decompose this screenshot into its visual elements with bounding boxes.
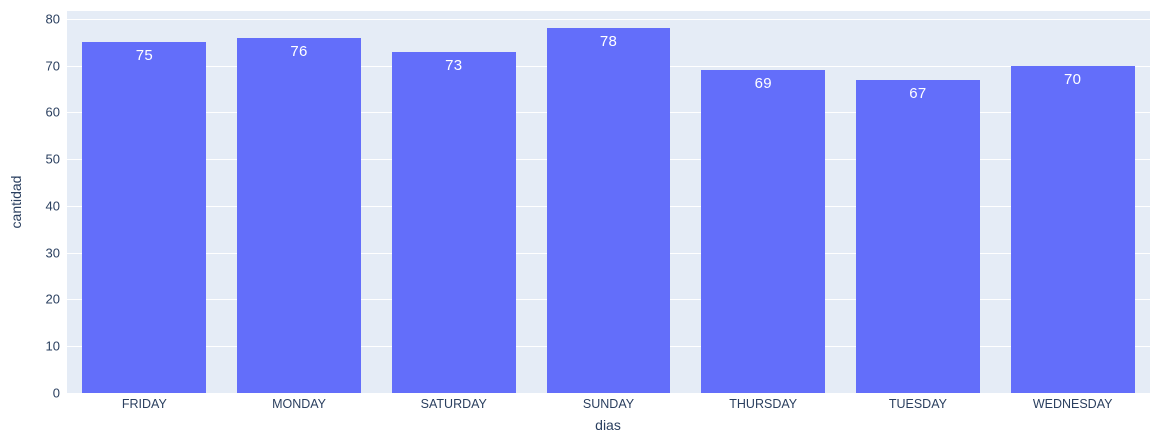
x-axis-title: dias [595,417,621,433]
bar-saturday: 73 [391,51,516,393]
y-tick-label: 70 [45,58,60,74]
bar-value-label: 70 [1063,70,1082,88]
bar-value-label: 75 [135,47,153,65]
bar-value-label: 69 [754,75,772,93]
bar-value-label: 78 [599,33,618,51]
x-tick-label: WEDNESDAY [1032,397,1113,411]
bar-value-label: 73 [445,56,463,74]
x-tick-label: SATURDAY [420,397,487,411]
y-tick-label: 0 [52,385,60,401]
bar-value-label: 67 [909,84,927,102]
bar-wednesday: 70 [1010,65,1135,393]
x-tick-label: FRIDAY [121,397,167,411]
bar-friday: 75 [82,42,207,393]
gridline [67,393,1150,394]
plot-area: 75 76 73 78 69 67 70 [67,11,1150,394]
bar-sunday: 78 [546,28,671,393]
gridline [67,18,1150,20]
bar-monday: 76 [237,37,361,393]
y-tick-label: 30 [45,245,60,261]
x-tick-label: MONDAY [272,397,327,411]
y-tick-label: 50 [45,151,60,167]
x-tick-label: THURSDAY [729,397,798,411]
bar-thursday: 69 [701,70,826,393]
bar-tuesday: 67 [856,79,980,393]
y-tick-label: 20 [45,291,60,307]
y-tick-label: 40 [45,198,60,214]
x-tick-label: TUESDAY [888,397,947,411]
y-tick-label: 60 [45,104,60,120]
x-tick-label: SUNDAY [582,397,635,411]
bar-value-label: 76 [290,42,308,60]
y-tick-label: 10 [45,338,60,354]
y-tick-label: 80 [45,11,60,27]
